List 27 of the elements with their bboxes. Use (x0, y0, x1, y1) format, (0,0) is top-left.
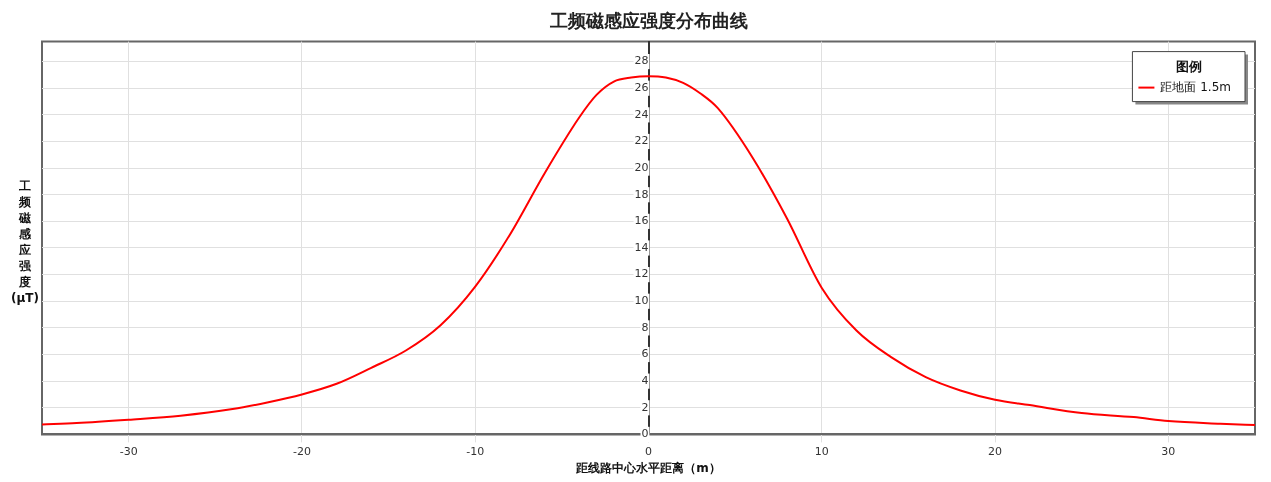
x-tick-label: -30 (119, 444, 138, 458)
y-tick-label: 16 (634, 214, 649, 228)
x-tick-label: 30 (1161, 444, 1176, 458)
legend-label: 距地面 1.5m (1160, 79, 1232, 94)
line-series (42, 75, 1255, 427)
y-tick-label: 26 (634, 81, 649, 95)
x-tick-label: -10 (466, 444, 485, 458)
legend-title: 图例 (1175, 58, 1202, 74)
y-tick-label: 12 (634, 267, 649, 281)
y-tick-label: 4 (641, 374, 649, 387)
y-tick-label: 8 (641, 320, 649, 334)
x-tick-label: 10 (814, 444, 829, 458)
x-tick-label: -20 (292, 444, 311, 458)
y-tick-label: 18 (634, 187, 649, 201)
y-tick-label: 14 (634, 240, 649, 254)
y-tick-label: 28 (634, 54, 649, 68)
y-tick-label: 24 (634, 107, 649, 121)
y-tick-label: 22 (634, 134, 649, 148)
y-tick-label: 0 (641, 427, 649, 441)
y-tick-label: 10 (634, 294, 649, 308)
y-axis-title: 工频磁感应强度(μT) (10, 178, 40, 306)
y-tick-label: 6 (641, 347, 649, 361)
x-tick-label: 20 (988, 444, 1003, 458)
x-axis-title: 距线路中心水平距离（m） (575, 460, 721, 475)
y-tick-label: 20 (634, 160, 649, 174)
y-tick-label: 2 (641, 400, 649, 414)
chart-title: 工频磁感应强度分布曲线 (548, 10, 748, 32)
